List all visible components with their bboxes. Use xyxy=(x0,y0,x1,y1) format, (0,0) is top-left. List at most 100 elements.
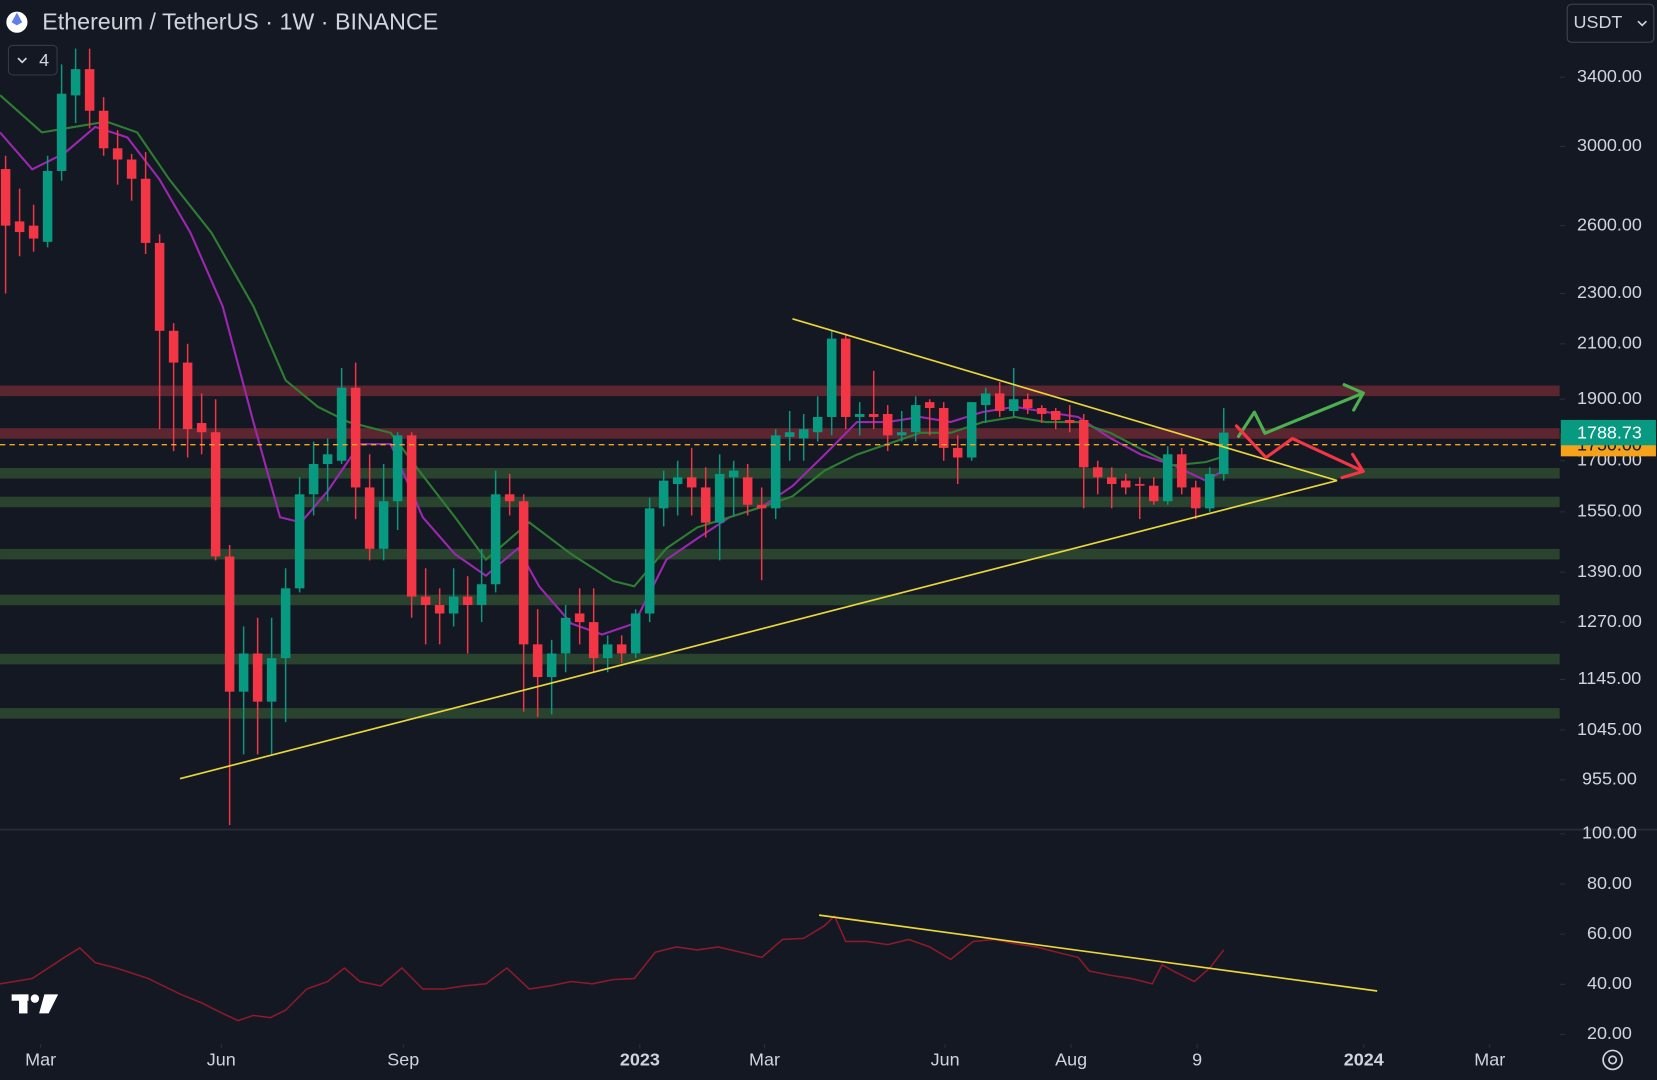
moving-average xyxy=(0,125,1225,636)
candle-body xyxy=(980,393,991,406)
candle-body xyxy=(518,501,529,645)
candle-body xyxy=(84,69,95,111)
candle-body xyxy=(154,242,165,331)
candle-body xyxy=(210,432,221,557)
candle-body xyxy=(812,416,823,433)
candle-body xyxy=(686,477,697,488)
candle-body xyxy=(742,477,753,505)
candle-body xyxy=(1190,487,1201,509)
candle-body xyxy=(588,622,599,659)
candle-body xyxy=(1162,454,1173,502)
candle-body xyxy=(406,435,417,597)
y-tick-label: 1550.00 xyxy=(1577,501,1642,521)
candle-body xyxy=(616,644,627,654)
gear[interactable] xyxy=(1602,1049,1623,1071)
price-pane xyxy=(0,48,1560,826)
candle-body xyxy=(1064,419,1075,424)
y-tick-label: 2100.00 xyxy=(1577,333,1642,353)
candle-body xyxy=(434,604,445,614)
y-tick-label: 100.00 xyxy=(1582,823,1637,843)
candle-body xyxy=(224,556,235,692)
rsi-line xyxy=(0,914,1225,1022)
candle-body xyxy=(126,159,137,179)
candle-body xyxy=(56,93,67,171)
arrows xyxy=(1234,383,1365,480)
logo-slash xyxy=(39,994,59,1014)
candle-body xyxy=(308,464,319,495)
candle-body xyxy=(952,447,963,458)
green-arrow xyxy=(1236,391,1365,439)
candle-body xyxy=(252,653,263,702)
logo-dot xyxy=(30,994,40,1003)
candle-body xyxy=(98,110,109,149)
candle-body xyxy=(770,435,781,509)
candle-body xyxy=(714,473,725,523)
candle-body xyxy=(322,454,333,465)
candle-body xyxy=(378,501,389,549)
green-arrow-head xyxy=(1342,383,1365,412)
y-tick-label: 60.00 xyxy=(1587,923,1632,943)
y-tick-label: 1390.00 xyxy=(1577,561,1642,581)
candle-body xyxy=(994,393,1005,411)
y-tick-label: 1045.00 xyxy=(1577,719,1642,739)
chart-title: Ethereum / TetherUS · 1W · BINANCE xyxy=(42,8,438,34)
candle-body xyxy=(266,658,277,702)
candle-body xyxy=(560,617,571,654)
axes: 3400.00 3000.00 2600.00 2300.00 2100.00 1900.… xyxy=(25,66,1656,1070)
candle-body xyxy=(280,588,291,659)
candle-body xyxy=(28,225,39,239)
indicator-count: 4 xyxy=(39,50,49,70)
candle-body xyxy=(42,170,53,242)
candle-body xyxy=(14,221,25,233)
candle-body xyxy=(462,596,473,605)
candle-body xyxy=(1218,432,1229,474)
y-tick-label: 2600.00 xyxy=(1577,214,1642,234)
candle-body xyxy=(854,413,865,417)
red-arrow-head xyxy=(1340,452,1365,480)
zone xyxy=(0,548,1560,560)
x-tick-label: Aug xyxy=(1055,1050,1087,1070)
candle-body xyxy=(840,338,851,417)
settings-icon[interactable] xyxy=(1602,1049,1623,1071)
candle-body xyxy=(924,402,935,409)
chevron-icon xyxy=(17,57,28,64)
rsi-pane xyxy=(0,914,1378,1022)
y-tick-label: 1145.00 xyxy=(1578,668,1642,688)
candle-body xyxy=(826,338,837,417)
candle-body xyxy=(784,432,795,437)
zone xyxy=(0,653,1560,665)
candle-body xyxy=(756,504,767,509)
candle-body xyxy=(182,362,193,430)
candle-body xyxy=(672,477,683,485)
zone xyxy=(0,708,1560,719)
zone xyxy=(0,428,1560,439)
candle-body xyxy=(1078,419,1089,468)
candle-body xyxy=(1008,399,1019,411)
trendline xyxy=(179,479,1338,780)
x-tick-label: Sep xyxy=(387,1050,419,1070)
tradingview-logo xyxy=(11,994,59,1014)
candle-body xyxy=(644,508,655,614)
y-tick-label: 20.00 xyxy=(1587,1023,1632,1043)
candle-body xyxy=(490,494,501,585)
candle-body xyxy=(602,644,613,659)
candle-body xyxy=(700,487,711,523)
candle-body xyxy=(910,405,921,433)
candle-body xyxy=(630,613,641,654)
y-tick-label: 1270.00 xyxy=(1577,611,1642,631)
candle-body xyxy=(1120,480,1131,488)
currency-button[interactable] xyxy=(1566,3,1655,43)
candle-body xyxy=(1176,454,1187,488)
candle-body xyxy=(966,402,977,458)
zone xyxy=(0,385,1560,397)
candle-body xyxy=(350,387,361,488)
candle-body xyxy=(0,169,11,226)
gear-hub xyxy=(1608,1055,1618,1065)
indicator-toggle[interactable] xyxy=(7,44,58,76)
trendline xyxy=(818,914,1378,992)
y-tick-label: 3400.00 xyxy=(1577,66,1642,86)
x-tick-label: Jun xyxy=(207,1050,236,1070)
candle-body xyxy=(70,69,81,96)
